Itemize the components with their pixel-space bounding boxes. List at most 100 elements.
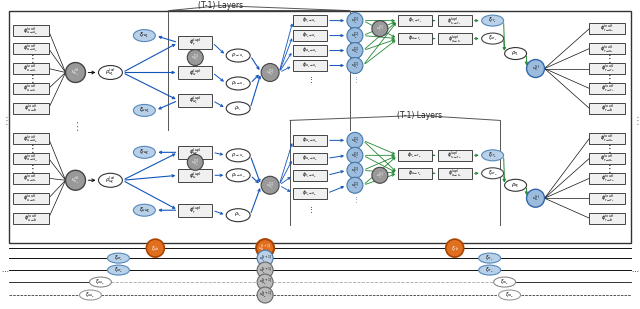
Text: $\vdots$: $\vdots$ [604,142,611,155]
Text: $v_{u_1}^{[1]}$: $v_{u_1}^{[1]}$ [191,52,200,63]
Text: $\phi_{u\to r_K}$: $\phi_{u\to r_K}$ [408,168,422,178]
Text: $\rho_{u_1}^{(a)}$: $\rho_{u_1}^{(a)}$ [105,67,116,78]
Ellipse shape [479,253,500,263]
Bar [293,15,327,26]
Bar [293,45,327,56]
Text: $\phi_{r_K\to r_K}^{(up)}$: $\phi_{r_K\to r_K}^{(up)}$ [447,149,462,161]
Bar [398,15,432,26]
Text: $\vdots$: $\vdots$ [632,114,639,127]
Text: $\xi_{rr_K}$: $\xi_{rr_K}$ [488,150,497,160]
Text: $\phi_{u\to u_2}^{(out)}$: $\phi_{u\to u_2}^{(out)}$ [23,153,38,164]
Text: $\vdots$: $\vdots$ [352,195,358,205]
Bar [589,43,625,54]
Bar [13,133,49,144]
Text: $\vdots$: $\vdots$ [72,120,79,133]
Text: $\vdots$: $\vdots$ [1,114,8,127]
Ellipse shape [108,253,129,263]
Text: $\phi_{u_1\to u_1}$: $\phi_{u_1\to u_1}$ [302,61,318,70]
Text: $v_{r_K}^{[1]}$: $v_{r_K}^{[1]}$ [376,170,384,181]
Text: $\xi_{rb}$: $\xi_{rb}$ [451,243,459,253]
Ellipse shape [133,104,156,116]
Text: $\phi_{u_K\to u_1}$: $\phi_{u_K\to u_1}$ [302,46,318,55]
Text: $\phi_{r\to r_g}^{(out)}$: $\phi_{r\to r_g}^{(out)}$ [600,172,614,184]
Text: $\xi_{ru_K}$: $\xi_{ru_K}$ [139,148,150,157]
Text: $v_{u_K}^{(t)}$: $v_{u_K}^{(t)}$ [71,175,80,186]
Bar [438,150,472,161]
Text: $v_{u_K}^{[1]}$: $v_{u_K}^{[1]}$ [191,157,200,168]
Text: $\phi_r^{(up)}$: $\phi_r^{(up)}$ [189,205,202,216]
Bar [13,103,49,114]
Text: $v_{r_K}^{[1]}$: $v_{r_K}^{[1]}$ [351,30,359,41]
Text: $\xi_{ur_K}$: $\xi_{ur_K}$ [488,168,498,178]
Bar [179,146,212,159]
Text: $\vdots$: $\vdots$ [307,76,313,85]
Bar [589,193,625,204]
Text: $\phi_{u\to b}^{(out)}$: $\phi_{u\to b}^{(out)}$ [24,213,37,224]
Text: $\xi_{ru_p}$: $\xi_{ru_p}$ [505,290,515,299]
Text: $\phi_u^{(up)}$: $\phi_u^{(up)}$ [189,67,202,78]
Ellipse shape [226,77,250,90]
Circle shape [261,64,279,82]
Text: $v_{u_p}^{[t+1]}$: $v_{u_p}^{[t+1]}$ [259,277,272,287]
Text: $\phi_{r\to u_1}^{(out)}$: $\phi_{r\to u_1}^{(out)}$ [600,43,614,54]
Text: $v_{u_p}^{[t+1]}$: $v_{u_p}^{[t+1]}$ [259,290,272,300]
Ellipse shape [482,15,504,26]
Text: $\xi_{rr_1}$: $\xi_{rr_1}$ [485,253,494,263]
Text: (T-1) Layers: (T-1) Layers [198,1,243,10]
Circle shape [257,262,273,278]
Bar [13,83,49,94]
Ellipse shape [133,30,156,42]
Ellipse shape [504,179,527,191]
Text: $\vdots$: $\vdots$ [27,162,35,175]
Bar [179,66,212,79]
Text: $\phi_{u\to r_1}^{(out)}$: $\phi_{u\to r_1}^{(out)}$ [24,83,38,95]
Text: $\phi_{r\to r_1}^{(out)}$: $\phi_{r\to r_1}^{(out)}$ [600,83,614,95]
Circle shape [261,176,279,194]
Text: $\vdots$: $\vdots$ [27,72,35,85]
Text: $v_b^{[t+1]}$: $v_b^{[t+1]}$ [258,243,272,254]
Circle shape [347,57,363,74]
Text: $v_{u_1}^{[1]}$: $v_{u_1}^{[1]}$ [351,60,359,71]
Text: $\phi_{u\to u_2}^{(out)}$: $\phi_{u\to u_2}^{(out)}$ [23,43,38,54]
Text: $\phi_{r\to r_g}^{(out)}$: $\phi_{r\to r_g}^{(out)}$ [600,63,614,74]
Text: $\phi_{r_1\to u_K}$: $\phi_{r_1\to u_K}$ [302,171,318,180]
Bar [438,33,472,44]
Text: $\phi_{r\to r_1}^{(out)}$: $\phi_{r\to r_1}^{(out)}$ [600,192,614,204]
Text: $\rho_{u\to u_1}$: $\rho_{u\to u_1}$ [231,79,245,88]
Text: $\rho_{r_1}$: $\rho_{r_1}$ [511,49,520,58]
Text: $\cdots$: $\cdots$ [631,267,639,273]
Text: $\phi_{u\to r_K}^{(up)}$: $\phi_{u\to r_K}^{(up)}$ [448,167,461,179]
Circle shape [372,21,388,36]
Text: $\vdots$: $\vdots$ [307,205,313,215]
Text: $\rho_{r_K}$: $\rho_{r_K}$ [511,181,520,189]
Text: $v_{u_1}^{[1]}$: $v_{u_1}^{[1]}$ [266,67,275,78]
Text: $\phi_{u_K}^{(up)}$: $\phi_{u_K}^{(up)}$ [189,146,202,158]
Bar [13,25,49,36]
Text: $\phi_{r_K\to u_1}$: $\phi_{r_K\to u_1}$ [303,31,317,40]
Text: $v_{u_K}^{[1]}$: $v_{u_K}^{[1]}$ [351,45,359,56]
Bar [589,23,625,34]
Ellipse shape [99,66,122,79]
Circle shape [372,167,388,183]
Circle shape [65,62,86,83]
Bar [13,213,49,224]
Circle shape [527,189,545,207]
Bar [293,170,327,181]
Bar [13,173,49,184]
Text: $\phi_{u\to r_g}^{(out)}$: $\phi_{u\to r_g}^{(out)}$ [24,63,38,74]
Circle shape [257,274,273,290]
Bar [13,153,49,164]
Text: $\xi_{uu_g}$: $\xi_{uu_g}$ [95,277,106,286]
Text: $v_{r_1}^{[t+1]}$: $v_{r_1}^{[t+1]}$ [259,253,272,264]
Bar [589,133,625,144]
Text: $\phi_{u\to r_1}^{(up)}$: $\phi_{u\to r_1}^{(up)}$ [448,33,461,44]
Circle shape [347,147,363,163]
Text: $\rho_{u_1}$: $\rho_{u_1}$ [234,104,243,113]
Ellipse shape [226,49,250,62]
Bar [589,213,625,224]
Text: $v_{r_K}^{[1]}$: $v_{r_K}^{[1]}$ [351,180,359,191]
Circle shape [65,170,86,190]
Text: $\vdots$: $\vdots$ [604,52,611,65]
Text: $\vdots$: $\vdots$ [27,142,35,155]
Bar [589,173,625,184]
